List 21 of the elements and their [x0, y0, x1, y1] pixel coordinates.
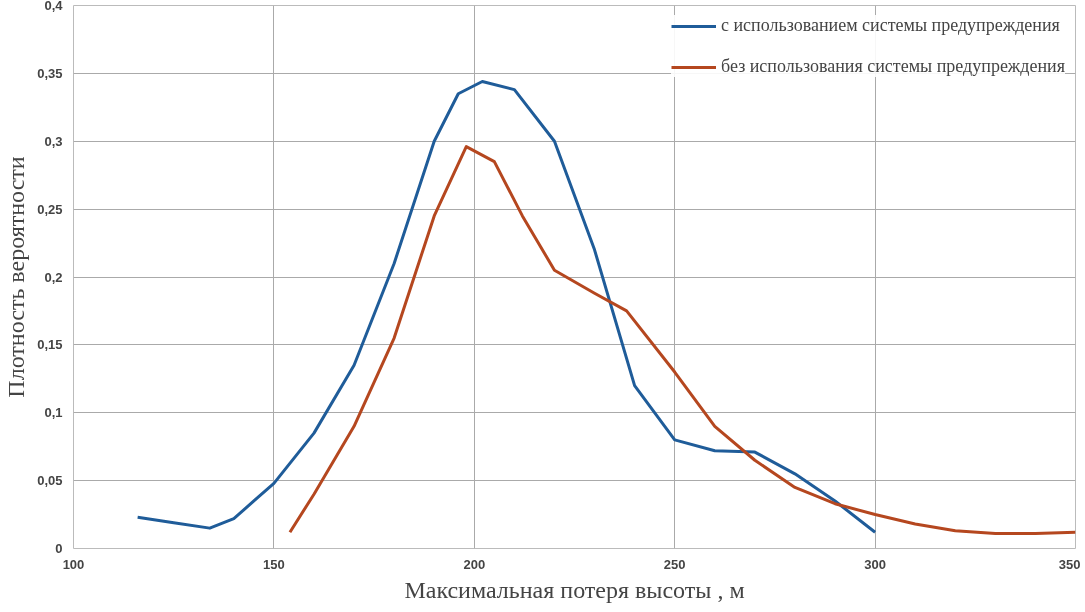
y-tick-label: 0,15: [37, 337, 63, 353]
y-tick-label: 0,1: [44, 405, 63, 421]
x-tick-label: 100: [62, 556, 85, 572]
line-series: [288, 145, 1076, 536]
y-axis-title: Плотность вероятности: [3, 156, 30, 398]
x-tick-label: 300: [864, 556, 886, 572]
y-tick-label: 0,2: [44, 269, 63, 285]
x-axis-title: Максимальная потеря высоты , м: [404, 576, 745, 603]
x-tick-label: 250: [663, 556, 686, 572]
legend-label: с использованием системы предупреждения: [721, 15, 1060, 36]
legend-label: без использования системы предупреждения: [721, 56, 1065, 77]
y-tick-label: 0: [55, 541, 63, 556]
x-tick-label: 200: [463, 556, 486, 572]
line-series: [136, 80, 877, 534]
y-tick-label: 0,4: [44, 0, 64, 13]
y-tick-label: 0,3: [44, 133, 63, 149]
x-tick-label: 350: [1058, 556, 1081, 572]
y-tick-label: 0,05: [37, 473, 63, 489]
x-tick-label: 150: [263, 556, 285, 572]
y-tick-label: 0,35: [37, 65, 63, 81]
y-tick-label: 0,25: [37, 201, 63, 217]
